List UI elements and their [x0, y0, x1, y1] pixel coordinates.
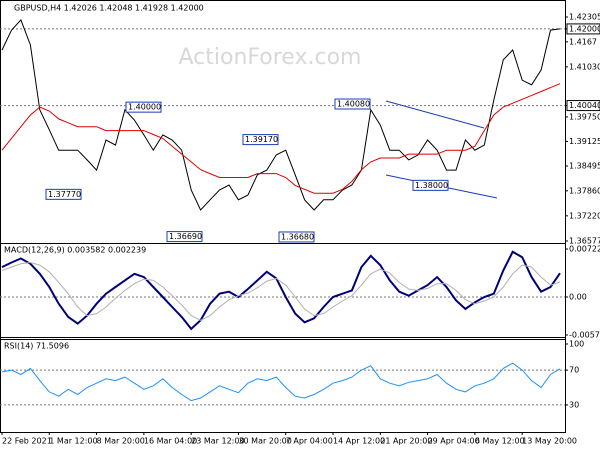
y-tick-label: -0.005714	[569, 330, 600, 339]
y-tick-label: 0.00	[569, 293, 587, 302]
level-annotation	[242, 134, 279, 146]
level-annotation	[278, 231, 315, 243]
y-tick-label: 70	[569, 366, 579, 375]
x-tick-label: 6 May 12:00	[475, 437, 525, 446]
annotation-label: 1.37770	[48, 190, 81, 199]
annotation-label: 1.36680	[281, 232, 314, 241]
level-annotation	[125, 101, 162, 113]
tick-label-box	[566, 100, 600, 112]
series-line	[1, 362, 561, 402]
y-tick-label: 1.36577	[569, 237, 600, 246]
watermark: ActionForex.com	[179, 45, 362, 70]
frame	[0, 0, 566, 433]
x-tick-label: 29 Apr 04:00	[428, 437, 480, 446]
annotation-label: 1.39170	[245, 135, 278, 144]
series-line	[1, 83, 561, 194]
level-annotation	[45, 188, 82, 200]
y-tick-label: 30	[569, 400, 579, 409]
y-tick-label: 1.42000	[569, 24, 600, 33]
indicator-title: RSI(14) 71.5096	[4, 342, 69, 351]
x-tick-label: 22 Feb 2021	[2, 437, 52, 446]
y-tick-label: 1.38495	[569, 161, 600, 170]
y-tick-label: 1.42305	[569, 12, 600, 21]
x-tick-label: 16 Mar 04:00	[144, 437, 197, 446]
annotation-label: 1.40080	[337, 100, 370, 109]
series-line	[1, 250, 561, 331]
y-tick-label: 1.39750	[569, 112, 600, 121]
x-tick-label: 1 Mar 12:00	[49, 437, 97, 446]
level-annotation	[166, 231, 203, 243]
level-annotation	[412, 179, 449, 191]
x-tick-label: 14 Apr 12:00	[333, 437, 385, 446]
y-tick-label: 1.4167	[569, 37, 597, 46]
y-tick-label: 1.40040	[569, 101, 600, 110]
series-line	[1, 18, 561, 211]
x-tick-label: 21 Apr 20:00	[380, 437, 432, 446]
y-tick-label: 1.37860	[569, 186, 600, 195]
x-tick-label: 13 May 20:00	[522, 437, 577, 446]
indicator-title: MACD(12,26,9) 0.003582 0.002239	[4, 246, 146, 255]
chart-title: GBPUSD,H4 1.42026 1.42048 1.41928 1.4200…	[14, 4, 204, 13]
y-tick-label: 1.41030	[569, 62, 600, 71]
x-tick-label: 23 Mar 12:00	[191, 437, 244, 446]
x-tick-label: 30 Mar 20:00	[238, 437, 291, 446]
y-tick-label: 100	[569, 340, 584, 349]
tick-label-box	[566, 23, 600, 35]
x-tick-label: 8 Mar 20:00	[97, 437, 145, 446]
y-tick-label: 1.37220	[569, 211, 600, 220]
annotation-label: 1.40000	[128, 103, 161, 112]
level-annotation	[334, 98, 371, 110]
trend-line	[385, 100, 485, 129]
x-tick-label: 7 Apr 04:00	[286, 437, 333, 446]
annotation-label: 1.36690	[169, 232, 202, 241]
series-line	[1, 261, 561, 321]
y-tick-label: 0.007227	[569, 245, 600, 254]
annotation-label: 1.38000	[415, 181, 448, 190]
y-tick-label: 1.39125	[569, 137, 600, 146]
